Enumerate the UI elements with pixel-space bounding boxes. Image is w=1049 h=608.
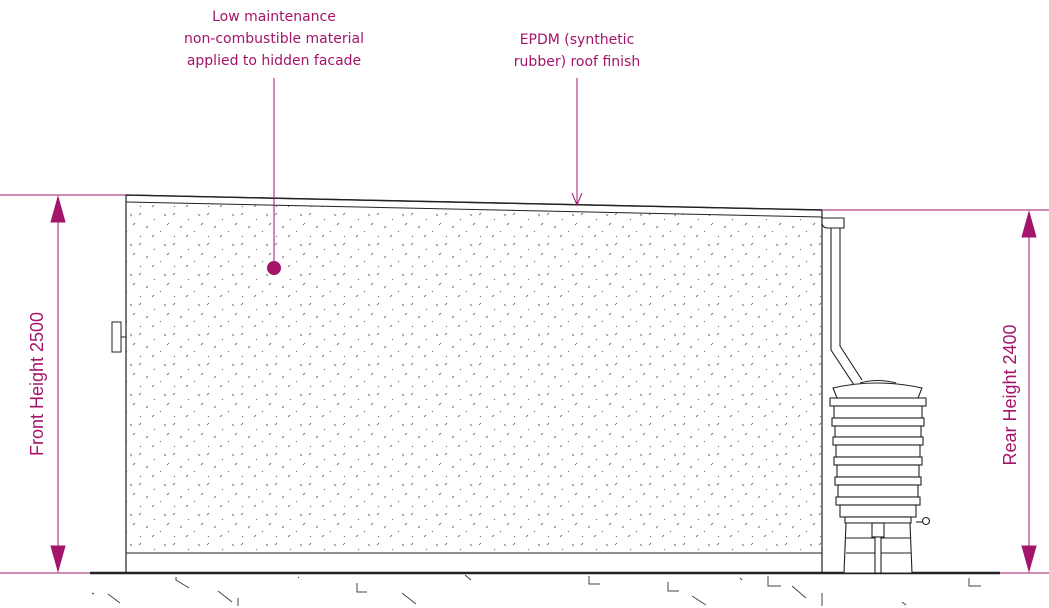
door-handle [111,321,126,353]
facade-leader-dot [267,261,281,275]
rear-height-label: Rear Height 2400 [1000,324,1020,466]
roof-fascia-line [125,201,823,218]
rear-height-dimension [822,209,1049,574]
front-height-dimension [0,194,126,574]
roof-leader-arrow [571,192,583,207]
water-butt [829,382,931,574]
facade-note-line-1: Low maintenance [212,9,336,25]
facade-material-note: Low maintenance non-combustible material… [154,6,394,72]
roof-note-line-2: rubber) roof finish [513,54,641,70]
roof-finish-note: EPDM (synthetic rubber) roof finish [487,29,667,73]
downpipe [830,228,863,386]
ground-hatching [91,574,981,606]
front-height-label: Front Height 2500 [27,311,47,457]
facade-note-line-3: applied to hidden facade [186,53,362,69]
hidden-facade-panel [126,202,822,553]
facade-note-line-2: non-combustible material [184,31,364,47]
water-butt-lid [859,380,897,384]
roof-note-line-1: EPDM (synthetic [519,32,635,48]
roof-line [125,194,823,211]
gutter [821,217,845,229]
